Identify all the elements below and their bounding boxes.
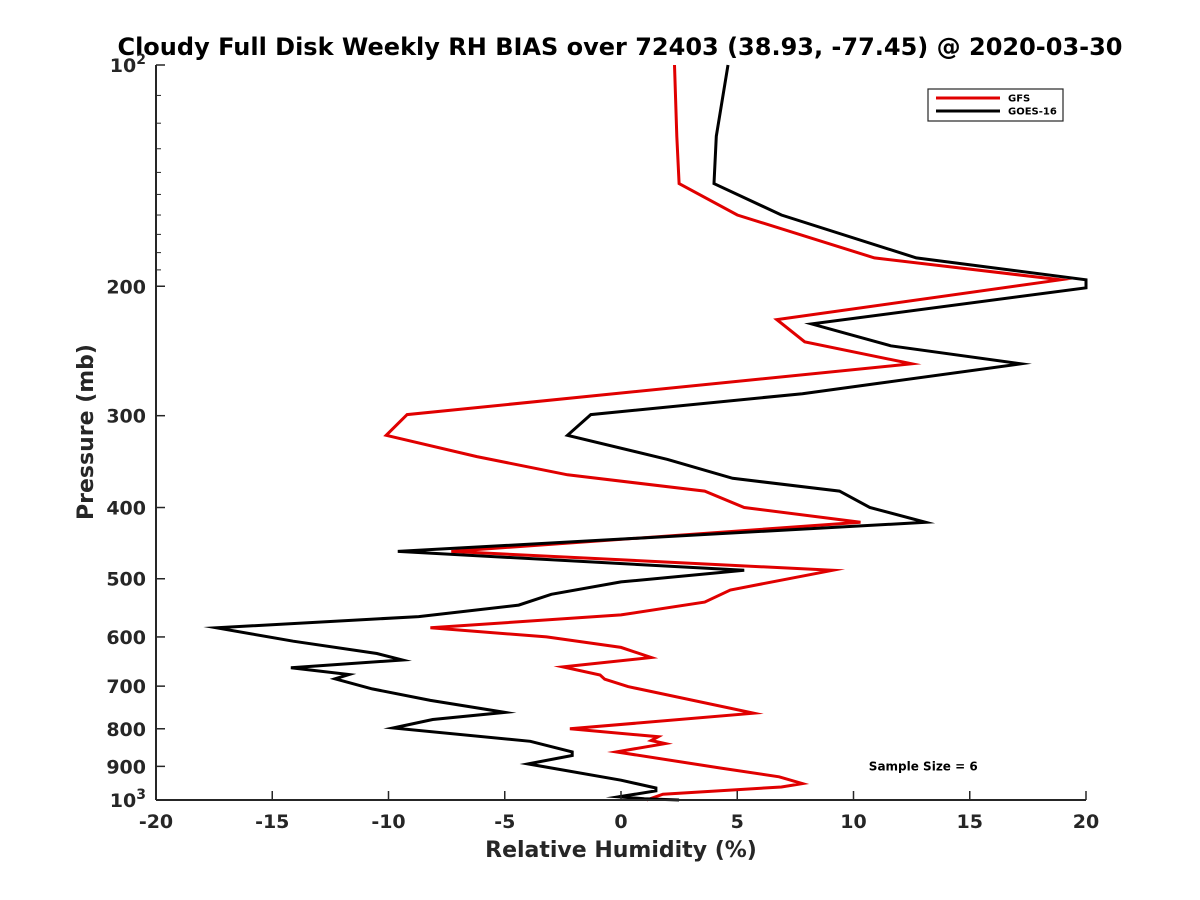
- plot-background: [156, 65, 1086, 800]
- y-tick-label: 200: [106, 276, 146, 298]
- x-tick-label: 15: [957, 811, 983, 833]
- x-tick-label: -15: [255, 811, 289, 833]
- legend-label-goes-16: GOES-16: [1008, 107, 1057, 118]
- x-tick-label: -20: [139, 811, 173, 833]
- legend-label-gfs: GFS: [1008, 94, 1030, 105]
- y-tick-label: 400: [106, 498, 146, 520]
- y-axis-label: Pressure (mb): [74, 344, 99, 520]
- x-tick-label: -5: [494, 811, 515, 833]
- x-tick-label: 5: [731, 811, 744, 833]
- axes-layer: -20 -15 -10 -5 0 5 10 15 20102200300400500600700…: [106, 52, 1099, 833]
- chart-title: Cloudy Full Disk Weekly RH BIAS over 724…: [117, 33, 1122, 61]
- y-tick-label: 500: [106, 569, 146, 591]
- y-tick-label: 600: [106, 627, 146, 649]
- series-layer: [203, 64, 1088, 802]
- series-line-goes-16: [203, 64, 1088, 802]
- y-tick-label: 900: [106, 756, 146, 778]
- x-tick-label: 20: [1073, 811, 1099, 833]
- y-tick-label: 800: [106, 719, 146, 741]
- series-line-gfs: [383, 64, 1073, 802]
- legend: GFS GOES-16: [927, 88, 1064, 122]
- x-axis-label: Relative Humidity (%): [485, 838, 757, 863]
- y-tick-label: 700: [106, 676, 146, 698]
- legend-box: [927, 88, 1064, 122]
- y-tick-label: 300: [106, 406, 146, 428]
- x-tick-label: -10: [371, 811, 405, 833]
- x-tick-label: 10: [840, 811, 866, 833]
- x-tick-label: 0: [614, 811, 627, 833]
- sample-size-annotation: Sample Size = 6: [869, 759, 978, 773]
- plot-area: [156, 65, 1086, 800]
